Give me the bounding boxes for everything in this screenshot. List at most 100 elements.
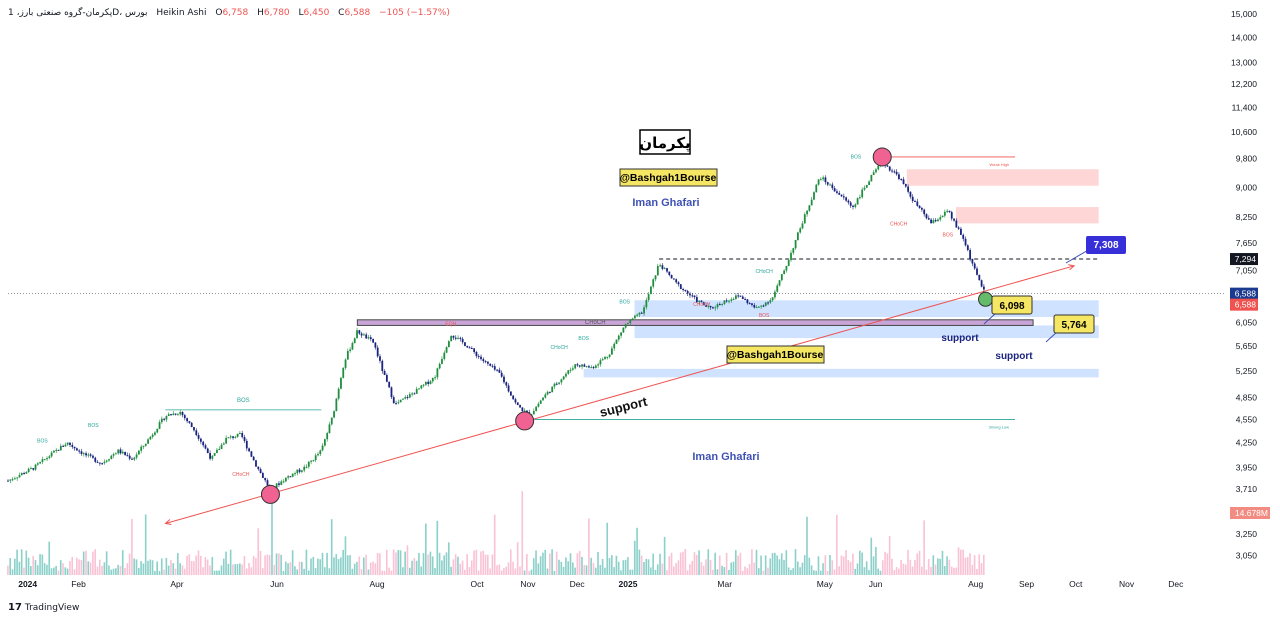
candle-body	[845, 197, 848, 201]
candle-body	[172, 413, 175, 416]
candle-body	[771, 297, 774, 301]
tradingview-brand[interactable]: 17 TradingView	[8, 602, 79, 613]
candle-body	[849, 202, 852, 206]
candle-body	[521, 407, 524, 412]
volume-bar	[66, 568, 69, 575]
volume-bar	[856, 563, 859, 575]
candle-body	[934, 220, 937, 222]
candle-body	[330, 417, 333, 425]
volume-bar	[838, 566, 840, 575]
volume-bar	[282, 570, 285, 575]
candle-body	[836, 191, 838, 193]
volume-bar	[360, 569, 363, 575]
candle-body	[629, 319, 632, 324]
candle-body	[714, 307, 717, 309]
candle-body	[532, 411, 535, 415]
candle-body	[117, 449, 120, 454]
candle-body	[466, 345, 469, 348]
candle-body	[647, 294, 650, 301]
volume-bar	[629, 569, 631, 575]
volume-bar	[574, 567, 576, 575]
volume-bar	[695, 554, 698, 575]
volume-bar	[491, 554, 494, 575]
volume-bar	[861, 552, 863, 575]
volume-bar	[181, 565, 184, 575]
candle-body	[427, 381, 430, 384]
volume-bar	[900, 559, 902, 575]
candle-body	[326, 433, 329, 440]
volume-bar	[87, 561, 90, 575]
x-tick-label-3: Jun	[270, 579, 284, 589]
volume-bar	[728, 569, 730, 575]
y-tick-label-15: 4,850	[1236, 393, 1258, 403]
price-tag-1: 6,588	[1235, 289, 1257, 299]
volume-bar	[930, 566, 932, 575]
candle-body	[119, 449, 122, 454]
candle-body	[480, 356, 482, 360]
volume-bar	[673, 566, 675, 575]
volume-bar	[755, 549, 758, 575]
candle-body	[555, 383, 558, 385]
candle-body	[808, 205, 811, 211]
candle-body	[243, 437, 246, 441]
volume-bar	[372, 561, 374, 575]
hline-label-1: Strong Low	[989, 424, 1009, 429]
candle-body	[817, 179, 820, 185]
channel-text-2: @Bashgah1Bourse	[727, 349, 824, 361]
volume-bar	[356, 561, 358, 575]
volume-bar	[261, 568, 264, 575]
x-tick-label-14: Oct	[1069, 579, 1083, 589]
volume-bar	[863, 567, 866, 575]
candle-body	[154, 432, 156, 435]
candle-body	[914, 200, 916, 202]
candle-body	[411, 393, 414, 395]
volume-bar	[507, 562, 510, 575]
pivot-circle-3	[978, 291, 994, 307]
candle-body	[305, 466, 308, 468]
candle-body	[677, 282, 680, 285]
volume-bar	[532, 558, 535, 575]
volume-bar	[461, 560, 464, 575]
volume-bar	[530, 569, 533, 575]
low-label: L	[298, 8, 304, 18]
candle-body	[282, 481, 285, 483]
volume-bar	[340, 557, 342, 575]
candle-body	[799, 228, 802, 233]
candle-body	[41, 459, 44, 462]
volume-bar	[578, 551, 581, 575]
volume-bar	[528, 570, 530, 575]
volume-bar	[764, 555, 767, 575]
volume-bar	[351, 568, 354, 575]
volume-bar	[943, 566, 946, 575]
volume-bar	[140, 561, 142, 575]
candle-body	[275, 483, 278, 488]
volume-bar	[840, 555, 843, 575]
volume-bar	[836, 514, 838, 575]
candle-body	[181, 411, 184, 416]
candle-body	[760, 305, 763, 307]
volume-bar	[955, 567, 958, 575]
volume-bar	[408, 567, 411, 575]
candle-body	[937, 219, 939, 222]
volume-bar	[289, 562, 292, 575]
time-axis[interactable]: 2024 Feb Apr Jun Aug Oct Nov Dec 2025 Mar May Jun Au…	[18, 579, 1184, 589]
y-tick-label-19: 3,710	[1236, 484, 1258, 494]
candle-body	[668, 271, 671, 276]
volume-bar	[298, 561, 301, 575]
candle-body	[581, 364, 583, 367]
volume-bar	[581, 556, 583, 575]
volume-bar	[229, 549, 232, 575]
volume-bar	[636, 527, 638, 575]
candle-body	[431, 378, 434, 382]
price-axis[interactable]: 15,000 14,000 13,000 12,200 11,400 10,600 9,80…	[1230, 9, 1270, 560]
volume-bar	[776, 555, 778, 575]
candle-body	[493, 366, 496, 370]
candle-body	[872, 172, 875, 175]
volume-bar	[225, 551, 227, 575]
candle-body	[764, 302, 767, 306]
y-tick-label-1: 14,000	[1231, 32, 1257, 42]
volume-bar	[323, 567, 326, 575]
volume-bar	[411, 560, 413, 575]
volume-bar	[365, 554, 367, 575]
